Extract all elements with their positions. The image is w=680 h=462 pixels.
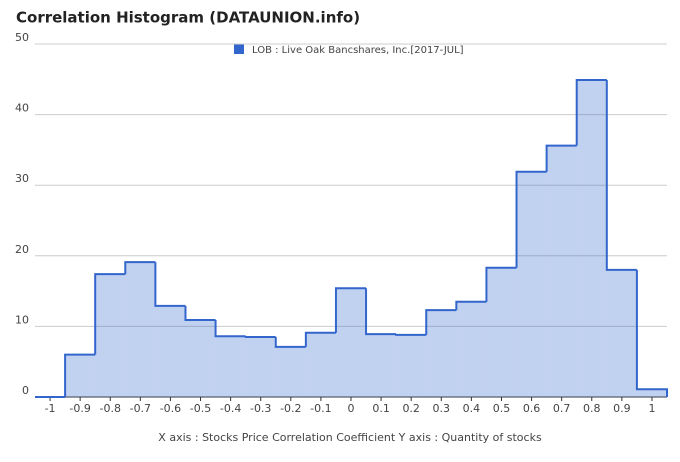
- histogram-outline: [455, 300, 487, 311]
- histogram-bar: [155, 305, 186, 397]
- histogram-outline: [635, 269, 668, 397]
- histogram-outline: [515, 170, 547, 268]
- histogram-bar: [456, 301, 487, 397]
- histogram-bar: [396, 334, 427, 397]
- x-tick-label: -1: [45, 402, 56, 415]
- x-tick-label: 0.1: [372, 402, 390, 415]
- legend-label: LOB : Live Oak Bancshares, Inc.[2017-JUL…: [252, 45, 464, 56]
- chart-title: Correlation Histogram (DATAUNION.info): [16, 9, 360, 27]
- histogram-bar: [636, 389, 667, 397]
- histogram-bar: [305, 332, 336, 397]
- y-tick-label: 30: [15, 172, 29, 185]
- x-tick-label: -0.7: [130, 402, 151, 415]
- histogram-outline: [154, 262, 186, 307]
- legend-swatch: [234, 44, 244, 54]
- histogram-bar: [245, 336, 276, 397]
- histogram-outline: [575, 79, 607, 146]
- histogram-outline: [184, 305, 216, 322]
- histogram-outline: [124, 261, 156, 275]
- x-tick-label: 0.4: [463, 402, 481, 415]
- histogram-outline: [395, 333, 427, 336]
- x-tick-label: -0.6: [160, 402, 181, 415]
- histogram-outline: [214, 320, 246, 338]
- x-tick-label: -0.2: [280, 402, 301, 415]
- x-tick-label: 0.9: [613, 402, 631, 415]
- histogram-bar: [576, 80, 607, 398]
- x-tick-label: 0.2: [402, 402, 420, 415]
- x-tick-label: 0.7: [553, 402, 571, 415]
- x-tick-label: -0.1: [310, 402, 331, 415]
- histogram-bar: [335, 288, 367, 397]
- x-tick-label: 0: [348, 402, 355, 415]
- histogram-outline: [244, 335, 276, 338]
- y-tick-label: 40: [15, 102, 29, 115]
- histogram-bar: [606, 269, 637, 397]
- histogram-outline: [365, 288, 397, 336]
- x-tick-label: 0.8: [583, 402, 601, 415]
- histogram-outline: [545, 144, 577, 172]
- histogram-bar: [366, 334, 397, 397]
- histogram-bar: [215, 336, 246, 397]
- histogram-bar: [65, 354, 96, 397]
- x-tick-label: -0.3: [250, 402, 271, 415]
- x-axis-label: X axis : Stocks Price Correlation Coeffi…: [158, 431, 542, 444]
- histogram-outline: [334, 287, 367, 333]
- histogram-bar: [185, 320, 216, 397]
- y-tick-label: 0: [22, 384, 29, 397]
- histogram-outline: [485, 266, 517, 302]
- x-tick-label: 0.6: [523, 402, 541, 415]
- histogram-bar: [516, 171, 547, 397]
- histogram-outline: [605, 80, 637, 271]
- histogram-bar: [95, 274, 126, 397]
- x-tick-label: -0.5: [190, 402, 211, 415]
- histogram-outline: [425, 309, 457, 335]
- histogram-bar: [125, 262, 156, 397]
- histogram-bar: [275, 346, 306, 397]
- histogram-outline: [274, 336, 306, 348]
- histogram-outline: [64, 353, 96, 397]
- y-tick-label: 20: [15, 243, 29, 256]
- x-tick-label: 0.3: [433, 402, 451, 415]
- x-tick-label: -0.8: [100, 402, 121, 415]
- y-tick-label: 50: [15, 31, 29, 44]
- histogram-outline: [94, 273, 126, 355]
- x-tick-label: 1: [648, 402, 655, 415]
- histogram-bar: [546, 145, 577, 397]
- x-tick-label: -0.4: [220, 402, 241, 415]
- histogram-outline: [304, 331, 336, 347]
- histogram-bar: [486, 267, 517, 397]
- histogram-bar: [426, 310, 457, 397]
- x-tick-label: 0.5: [493, 402, 511, 415]
- x-tick-label: -0.9: [69, 402, 90, 415]
- y-tick-label: 10: [15, 313, 29, 326]
